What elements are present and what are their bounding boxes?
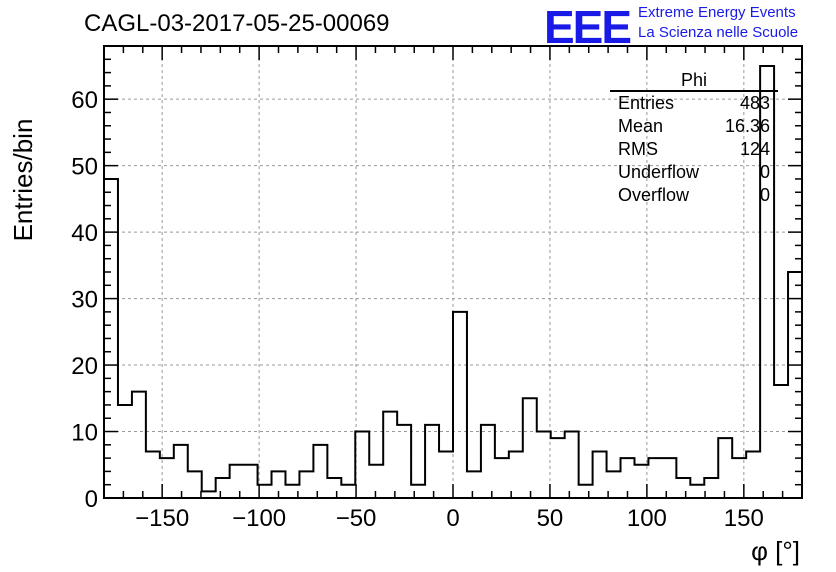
histogram-bin bbox=[579, 485, 593, 498]
stats-label: Entries bbox=[618, 93, 675, 113]
x-tick-label: 50 bbox=[537, 505, 564, 532]
histogram-bin bbox=[774, 385, 788, 498]
stats-title: Phi bbox=[610, 70, 778, 92]
stats-value: 0 bbox=[759, 185, 770, 205]
x-tick-label: −100 bbox=[232, 505, 286, 532]
histogram-bin bbox=[216, 478, 230, 498]
histogram-bin bbox=[383, 412, 397, 498]
histogram-bin bbox=[355, 432, 369, 498]
histogram-bin bbox=[299, 471, 313, 498]
stats-value: 0 bbox=[759, 162, 770, 182]
x-tick-label: 100 bbox=[627, 505, 667, 532]
stats-label: Overflow bbox=[618, 185, 690, 205]
histogram-bin bbox=[593, 451, 607, 498]
histogram-bin bbox=[690, 485, 704, 498]
histogram-bin bbox=[565, 432, 579, 498]
axis-ticks: −150 −100 −50 0 50 100 150 0 10 20 30 40 50 60 bbox=[71, 45, 802, 532]
histogram-bin bbox=[313, 445, 327, 498]
histogram-bin bbox=[411, 485, 425, 498]
histogram-bin bbox=[118, 405, 132, 498]
eee-logo: EEE bbox=[544, 1, 632, 53]
chart-title: CAGL-03-2017-05-25-00069 bbox=[84, 10, 390, 37]
histogram-series bbox=[103, 64, 803, 498]
histogram-bin bbox=[788, 272, 802, 498]
stats-value: 16.36 bbox=[724, 116, 770, 136]
histogram-bin bbox=[481, 425, 495, 498]
x-tick-label: −150 bbox=[135, 505, 189, 532]
histogram-bin bbox=[341, 485, 355, 498]
x-tick-label: −50 bbox=[336, 505, 377, 532]
histogram-bin bbox=[146, 451, 160, 498]
stats-row: Entries 483 bbox=[610, 92, 778, 115]
stats-row: Overflow 0 bbox=[610, 184, 778, 207]
logo-line-2: La Scienza nelle Scuole bbox=[638, 24, 799, 41]
x-axis-label: φ [°] bbox=[751, 536, 800, 566]
histogram-bin bbox=[174, 445, 188, 498]
histogram-bin bbox=[397, 425, 411, 498]
logo-line-1: Extreme Energy Events bbox=[638, 4, 796, 21]
stats-row: Underflow 0 bbox=[610, 161, 778, 184]
histogram-bin bbox=[244, 465, 258, 498]
histogram-bin bbox=[746, 451, 760, 498]
stats-label: RMS bbox=[618, 139, 658, 159]
histogram-bin bbox=[718, 438, 732, 498]
y-tick-label: 50 bbox=[71, 154, 98, 181]
stats-value: 124 bbox=[739, 139, 770, 159]
stats-value: 483 bbox=[739, 93, 770, 113]
y-tick-label: 60 bbox=[71, 87, 98, 114]
histogram-bin bbox=[704, 478, 718, 498]
y-tick-label: 20 bbox=[71, 353, 98, 380]
stats-label: Underflow bbox=[618, 162, 700, 182]
histogram-bin bbox=[467, 471, 481, 498]
histogram-bin bbox=[662, 458, 676, 498]
x-tick-label: 0 bbox=[446, 505, 459, 532]
y-tick-label: 10 bbox=[71, 420, 98, 447]
histogram-bin bbox=[132, 392, 146, 498]
histogram-bin bbox=[648, 458, 662, 498]
y-tick-label: 0 bbox=[85, 486, 98, 513]
histogram-bin bbox=[188, 471, 202, 498]
histogram-bin bbox=[230, 465, 244, 498]
stats-box: Phi Entries 483 Mean 16.36 RMS 124 Underflow 0 O… bbox=[610, 70, 778, 207]
histogram-bin bbox=[676, 478, 690, 498]
stats-row: Mean 16.36 bbox=[610, 115, 778, 138]
histogram-bin bbox=[327, 478, 341, 498]
y-axis-label: Entries/bin bbox=[8, 119, 38, 242]
stats-row: RMS 124 bbox=[610, 138, 778, 161]
histogram-bin bbox=[425, 425, 439, 498]
histogram-bin bbox=[439, 451, 453, 498]
histogram-bin bbox=[523, 398, 537, 498]
stats-rows: Entries 483 Mean 16.36 RMS 124 Underflow 0 Overf… bbox=[610, 92, 778, 207]
histogram-bin bbox=[551, 438, 565, 498]
y-tick-label: 40 bbox=[71, 220, 98, 247]
histogram-bin bbox=[369, 465, 383, 498]
y-tick-label: 30 bbox=[71, 287, 98, 314]
stats-label: Mean bbox=[618, 116, 664, 136]
histogram-bin bbox=[453, 312, 467, 498]
histogram-bin bbox=[537, 432, 551, 498]
x-tick-label: 150 bbox=[724, 505, 764, 532]
histogram-bin bbox=[495, 458, 509, 498]
